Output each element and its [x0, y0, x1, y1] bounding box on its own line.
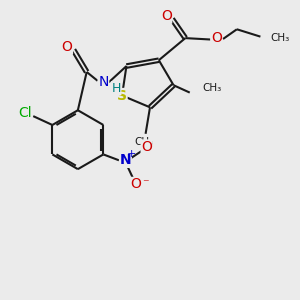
Text: O: O: [61, 40, 72, 54]
Text: H: H: [112, 82, 121, 95]
Text: Cl: Cl: [18, 106, 32, 120]
Text: O: O: [130, 177, 141, 191]
Text: N: N: [120, 153, 131, 167]
Text: N: N: [98, 75, 109, 89]
Text: CH₃: CH₃: [271, 33, 290, 43]
Text: ⁻: ⁻: [142, 177, 149, 190]
Text: CH₃: CH₃: [134, 137, 154, 147]
Text: O: O: [141, 140, 152, 154]
Text: O: O: [211, 31, 222, 45]
Text: CH₃: CH₃: [202, 83, 221, 93]
Text: +: +: [127, 148, 136, 158]
Text: O: O: [161, 9, 172, 23]
Text: S: S: [117, 88, 127, 103]
